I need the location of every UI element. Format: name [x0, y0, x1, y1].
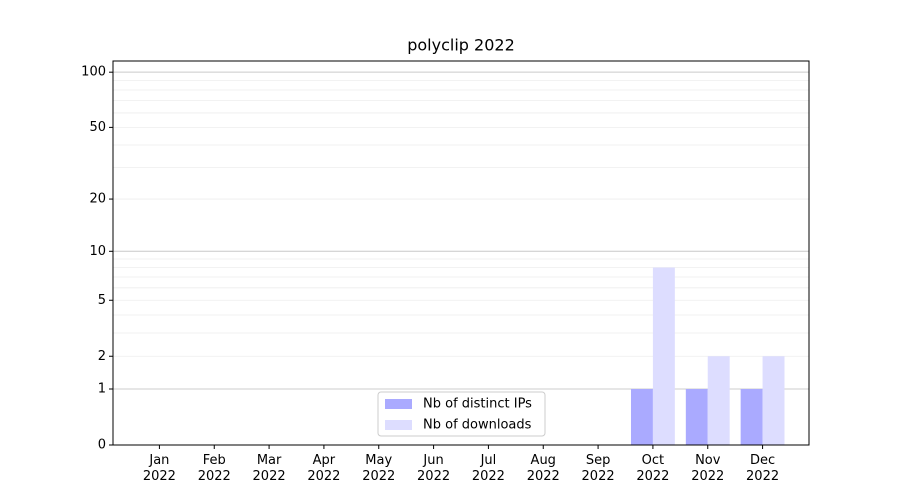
legend-swatch: [385, 399, 412, 409]
legend-label: Nb of downloads: [423, 418, 532, 433]
bar: [652, 267, 675, 445]
plot-frame: [112, 60, 810, 446]
y-tick-label: 1: [98, 382, 106, 397]
bar: [630, 389, 653, 445]
y-tick-label: 5: [98, 293, 106, 308]
x-tick-label: Dec 2022: [746, 453, 780, 484]
x-tick-label: Mar 2022: [252, 453, 286, 484]
y-tick-label: 2: [98, 349, 106, 364]
bar: [685, 389, 708, 445]
x-tick-label: Apr 2022: [307, 453, 341, 484]
bar: [707, 356, 730, 445]
y-tick-label: 50: [89, 120, 106, 135]
y-tick-label: 20: [89, 192, 106, 207]
x-tick-label: Sep 2022: [581, 453, 615, 484]
x-tick-label: Oct 2022: [636, 453, 670, 484]
legend-box: [377, 391, 546, 437]
bar: [740, 389, 763, 445]
y-tick-label: 10: [89, 244, 106, 259]
x-tick-label: Jan 2022: [142, 453, 176, 484]
legend-swatch: [385, 420, 412, 430]
x-tick-label: Nov 2022: [691, 453, 725, 484]
x-tick-label: Aug 2022: [526, 453, 560, 484]
chart-title: polyclip 2022: [407, 36, 515, 55]
legend-label: Nb of distinct IPs: [423, 397, 532, 412]
bar: [762, 356, 785, 445]
x-tick-label: May 2022: [362, 453, 396, 484]
y-tick-label: 0: [98, 438, 106, 453]
x-tick-label: Feb 2022: [197, 453, 231, 484]
x-tick-label: Jul 2022: [471, 453, 505, 484]
x-tick-label: Jun 2022: [417, 453, 451, 484]
y-tick-label: 100: [81, 65, 106, 80]
